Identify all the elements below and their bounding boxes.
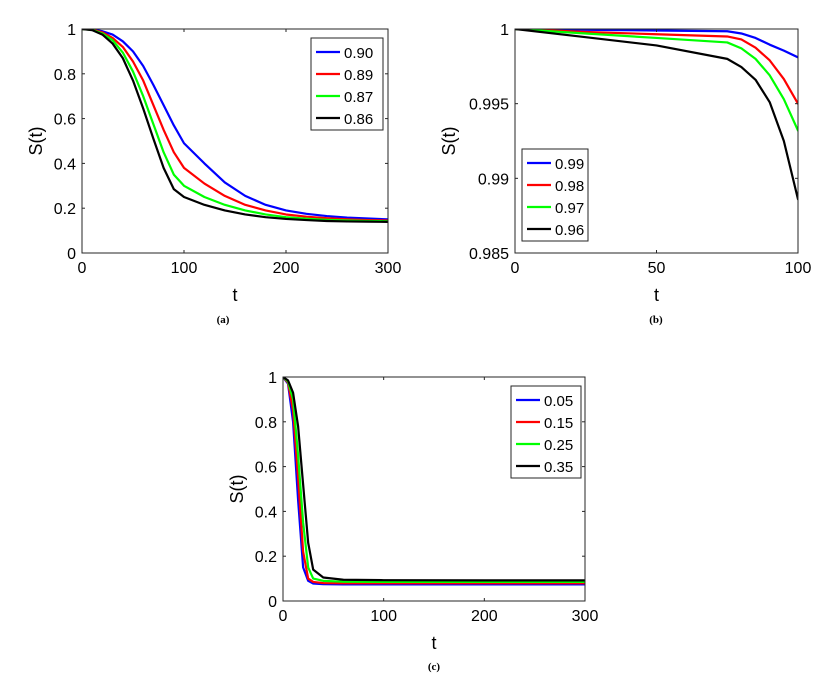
y-tick-label: 0 xyxy=(67,246,76,263)
y-tick-label: 0.6 xyxy=(255,460,277,477)
legend-box xyxy=(310,37,384,131)
x-tick-label: 300 xyxy=(375,260,402,277)
figure-caption: (c) xyxy=(428,661,441,673)
x-axis-label: t xyxy=(232,285,237,305)
series-line-0.96 xyxy=(515,29,798,201)
series-line-0.90 xyxy=(82,29,388,221)
legend-box xyxy=(510,385,582,479)
x-tick-label: 0 xyxy=(279,608,288,625)
y-axis-label: S(t) xyxy=(26,127,46,156)
x-tick-label: 300 xyxy=(572,608,599,625)
y-tick-label: 1 xyxy=(500,22,509,39)
x-tick-label: 0 xyxy=(511,260,520,277)
y-tick-label: 0.8 xyxy=(54,67,76,84)
series-line-0.25 xyxy=(283,377,585,584)
legend-box xyxy=(521,148,589,242)
y-tick-label: 0.8 xyxy=(255,415,277,432)
legend-label: 0.89 xyxy=(344,67,373,84)
x-tick-label: 50 xyxy=(648,260,666,277)
x-tick-label: 100 xyxy=(370,608,397,625)
series-line-0.99 xyxy=(515,29,798,59)
y-tick-label: 1 xyxy=(67,22,76,39)
legend-label: 0.25 xyxy=(544,437,573,454)
legend-label: 0.15 xyxy=(544,415,573,432)
legend-label: 0.90 xyxy=(344,45,373,62)
y-tick-label: 0.6 xyxy=(54,112,76,129)
series-line-0.89 xyxy=(82,29,388,222)
chart-panel-1: 0 50 1000.9850.990.9951tS(t)0.990.980.970.… xyxy=(439,22,811,326)
legend: 0.05 0.15 0.25 0.35 xyxy=(510,385,582,479)
x-tick-label: 0 xyxy=(78,260,87,277)
x-tick-label: 100 xyxy=(171,260,198,277)
x-axis-label: t xyxy=(654,285,659,305)
x-tick-label: 100 xyxy=(785,260,812,277)
axes-box xyxy=(81,28,389,254)
legend: 0.90 0.89 0.87 0.86 xyxy=(310,37,384,131)
y-tick-label: 0.985 xyxy=(469,246,509,263)
x-tick-label: 200 xyxy=(471,608,498,625)
y-tick-label: 0.2 xyxy=(255,549,277,566)
series-line-0.87 xyxy=(82,29,388,223)
y-tick-label: 0.2 xyxy=(54,201,76,218)
y-tick-label: 0.995 xyxy=(469,97,509,114)
legend-label: 0.98 xyxy=(555,178,584,195)
legend-label: 0.87 xyxy=(344,89,373,106)
series-line-0.86 xyxy=(82,29,388,223)
legend-label: 0.97 xyxy=(555,200,584,217)
y-tick-label: 1 xyxy=(268,370,277,387)
series-line-0.97 xyxy=(515,29,798,132)
x-tick-label: 200 xyxy=(273,260,300,277)
chart-panel-2: 0 100 200 300 0 0.2 0.4 0.6 0.8 1 t S(t) 0.05 0.15 0.2… xyxy=(227,370,598,673)
y-axis-label: S(t) xyxy=(227,475,247,504)
legend: 0.99 0.98 0.97 0.96 xyxy=(521,148,589,242)
y-tick-label: 0 xyxy=(268,594,277,611)
series-line-0.05 xyxy=(283,377,585,586)
legend-label: 0.86 xyxy=(344,111,373,128)
y-tick-label: 0.99 xyxy=(478,171,509,188)
legend-label: 0.35 xyxy=(544,459,573,476)
axes-box xyxy=(282,376,586,602)
figure-caption: (a) xyxy=(217,314,230,326)
y-tick-label: 0.4 xyxy=(255,504,277,521)
legend-label: 0.05 xyxy=(544,393,573,410)
y-tick-label: 0.4 xyxy=(54,156,76,173)
y-axis-label: S(t) xyxy=(439,127,459,156)
series-line-0.98 xyxy=(515,29,798,105)
figure-caption: (b) xyxy=(649,314,663,326)
legend-label: 0.96 xyxy=(555,222,584,239)
series-line-0.15 xyxy=(283,377,585,585)
chart-panel-0: 0 100 200 300 0 0.2 0.4 0.6 0.8 1 t S(t) 0.90 0.89 0.8… xyxy=(26,22,401,326)
legend-label: 0.99 xyxy=(555,156,584,173)
series-line-0.35 xyxy=(283,377,585,582)
x-axis-label: t xyxy=(431,633,436,653)
